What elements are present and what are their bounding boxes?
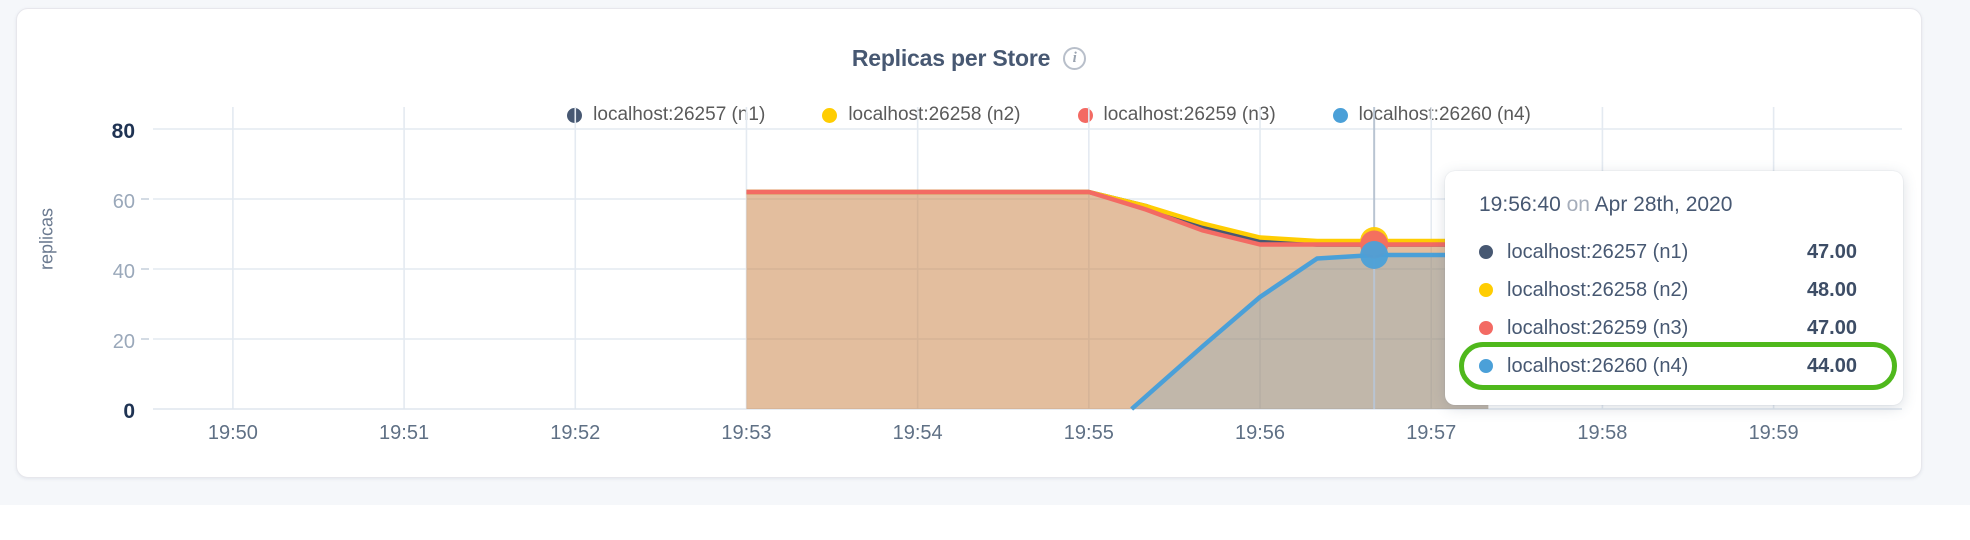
legend-item-label: localhost:26258 (n2) <box>848 104 1021 125</box>
chart-svg[interactable]: 0 20 40 60 80 19:50 19:51 19:52 19:53 19:54 19:55 1… <box>17 9 1923 479</box>
chart-plot-area[interactable]: 0 20 40 60 80 19:50 19:51 19:52 19:53 19:54 19:55 1… <box>17 9 1923 479</box>
legend-item-label: localhost:26259 (n3) <box>1103 104 1276 125</box>
y-axis-tick-label: 20 <box>113 331 135 353</box>
tooltip-date: Apr 28th, 2020 <box>1594 193 1733 216</box>
tooltip-color-dot <box>1479 359 1493 373</box>
x-axis-tick-label: 19:51 <box>379 422 429 444</box>
legend-item[interactable]: localhost:26260 (n4) <box>1332 104 1531 126</box>
tooltip-row: localhost:26257 (n1) 47.00 <box>1445 233 1903 271</box>
y-axis-tick-label: 40 <box>113 261 135 283</box>
x-axis-tick-label: 19:58 <box>1577 422 1627 444</box>
y-axis-title: replicas <box>36 207 57 271</box>
y-axis-tick-label: 0 <box>123 400 135 423</box>
tooltip-series-value: 47.00 <box>1806 316 1857 339</box>
tooltip-rows: localhost:26257 (n1) 47.00 localhost:26258… <box>1445 233 1903 390</box>
legend-color-dot <box>822 107 838 123</box>
tooltip-timestamp: 19:56:40 on Apr 28th, 2020 <box>1445 193 1903 233</box>
tooltip-series-value: 44.00 <box>1806 354 1857 377</box>
x-axis-tick-label: 19:55 <box>1064 422 1114 444</box>
y-axis-tick-label: 80 <box>112 120 135 143</box>
x-axis-tick-label: 19:52 <box>550 422 600 444</box>
tooltip-color-dot <box>1479 321 1493 335</box>
series-area <box>1131 255 1489 409</box>
legend-item[interactable]: localhost:26258 (n2) <box>822 104 1021 126</box>
replicas-per-store-card: Replicas per Store i localhost:26257 (n1… <box>16 8 1922 478</box>
chart-tooltip: 19:56:40 on Apr 28th, 2020 localhost:262… <box>1445 171 1903 405</box>
tooltip-series-value: 47.00 <box>1806 240 1857 263</box>
tooltip-series-label: localhost:26257 (n1) <box>1507 240 1689 263</box>
tooltip-row-highlighted: localhost:26260 (n4) 44.00 <box>1445 342 1903 390</box>
info-circle-icon[interactable]: i <box>1063 47 1087 70</box>
tooltip-color-dot <box>1479 283 1493 297</box>
x-axis-tick-label: 19:56 <box>1235 422 1285 444</box>
hover-marker-dot <box>1360 241 1389 269</box>
tooltip-preposition: on <box>1566 193 1590 216</box>
chart-legend: localhost:26257 (n1) localhost:26258 (n2)… <box>17 104 1921 126</box>
x-axis-tick-label: 19:54 <box>893 422 943 444</box>
x-axis-tick-label: 19:53 <box>721 422 771 444</box>
page-title: Replicas per Store <box>851 45 1051 71</box>
tooltip-series-label: localhost:26258 (n2) <box>1507 278 1689 301</box>
tooltip-row: localhost:26258 (n2) 48.00 <box>1445 271 1903 309</box>
legend-color-dot <box>1332 107 1348 123</box>
y-axis-tick-label: 60 <box>113 191 135 213</box>
chart-header: Replicas per Store i <box>17 45 1921 72</box>
tooltip-series-label: localhost:26259 (n3) <box>1507 316 1689 339</box>
tooltip-series-label: localhost:26260 (n4) <box>1507 354 1689 377</box>
tooltip-time: 19:56:40 <box>1479 193 1561 216</box>
tooltip-row: localhost:26259 (n3) 47.00 <box>1445 309 1903 347</box>
tooltip-series-value: 48.00 <box>1806 278 1857 301</box>
legend-item-label: localhost:26260 (n4) <box>1358 104 1531 125</box>
legend-item-label: localhost:26257 (n1) <box>593 104 766 125</box>
tooltip-color-dot <box>1479 245 1493 259</box>
x-axis-tick-label: 19:59 <box>1749 422 1799 444</box>
series-line <box>1130 252 1489 411</box>
x-axis-tick-label: 19:57 <box>1406 422 1456 444</box>
x-axis-tick-label: 19:50 <box>208 422 258 444</box>
series-line <box>746 189 1489 247</box>
page-background-lower <box>0 505 1970 540</box>
